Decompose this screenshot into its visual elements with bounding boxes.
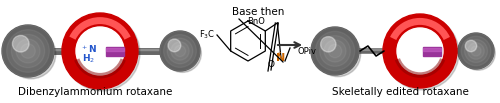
Circle shape xyxy=(324,40,346,62)
Circle shape xyxy=(6,29,56,79)
Text: Dibenzylammonium rotaxane: Dibenzylammonium rotaxane xyxy=(18,87,172,97)
Bar xyxy=(423,48,441,51)
Text: O: O xyxy=(268,60,274,69)
Text: H$_2$: H$_2$ xyxy=(82,53,96,65)
Circle shape xyxy=(399,30,445,76)
Circle shape xyxy=(461,36,496,70)
Circle shape xyxy=(315,31,360,77)
Circle shape xyxy=(464,39,487,63)
Circle shape xyxy=(174,45,186,57)
Circle shape xyxy=(311,27,359,75)
Circle shape xyxy=(468,43,484,59)
Text: Base then: Base then xyxy=(232,7,284,17)
Text: $^+$N: $^+$N xyxy=(80,43,96,55)
Text: OPiv: OPiv xyxy=(298,46,317,56)
Circle shape xyxy=(167,38,193,64)
Circle shape xyxy=(461,36,491,66)
Circle shape xyxy=(328,44,342,58)
Circle shape xyxy=(2,25,54,77)
Circle shape xyxy=(20,44,36,58)
Text: Skeletally edited rotaxane: Skeletally edited rotaxane xyxy=(332,87,468,97)
Text: BnO: BnO xyxy=(247,16,265,26)
Bar xyxy=(423,46,441,56)
Circle shape xyxy=(397,28,443,74)
Circle shape xyxy=(160,31,200,71)
Circle shape xyxy=(458,33,494,69)
Text: N: N xyxy=(276,53,285,63)
Circle shape xyxy=(316,31,354,71)
Circle shape xyxy=(160,31,200,71)
Circle shape xyxy=(64,15,140,91)
Bar xyxy=(106,46,124,56)
Circle shape xyxy=(16,39,40,63)
Circle shape xyxy=(78,29,126,77)
Circle shape xyxy=(458,33,494,69)
Circle shape xyxy=(62,13,138,89)
Circle shape xyxy=(168,39,181,52)
Circle shape xyxy=(471,46,481,56)
Circle shape xyxy=(383,14,457,88)
Circle shape xyxy=(311,27,359,75)
Circle shape xyxy=(2,25,54,77)
Circle shape xyxy=(6,30,50,72)
Circle shape xyxy=(171,42,189,60)
Circle shape xyxy=(465,40,476,52)
Circle shape xyxy=(320,36,350,66)
Circle shape xyxy=(12,35,29,52)
Circle shape xyxy=(164,35,196,67)
Text: F$_3$C: F$_3$C xyxy=(198,29,215,41)
Circle shape xyxy=(164,34,202,72)
Bar xyxy=(106,48,124,51)
Circle shape xyxy=(12,34,44,68)
Text: ··: ·· xyxy=(278,50,282,56)
Circle shape xyxy=(385,16,459,90)
Circle shape xyxy=(320,37,336,52)
Circle shape xyxy=(76,27,124,75)
